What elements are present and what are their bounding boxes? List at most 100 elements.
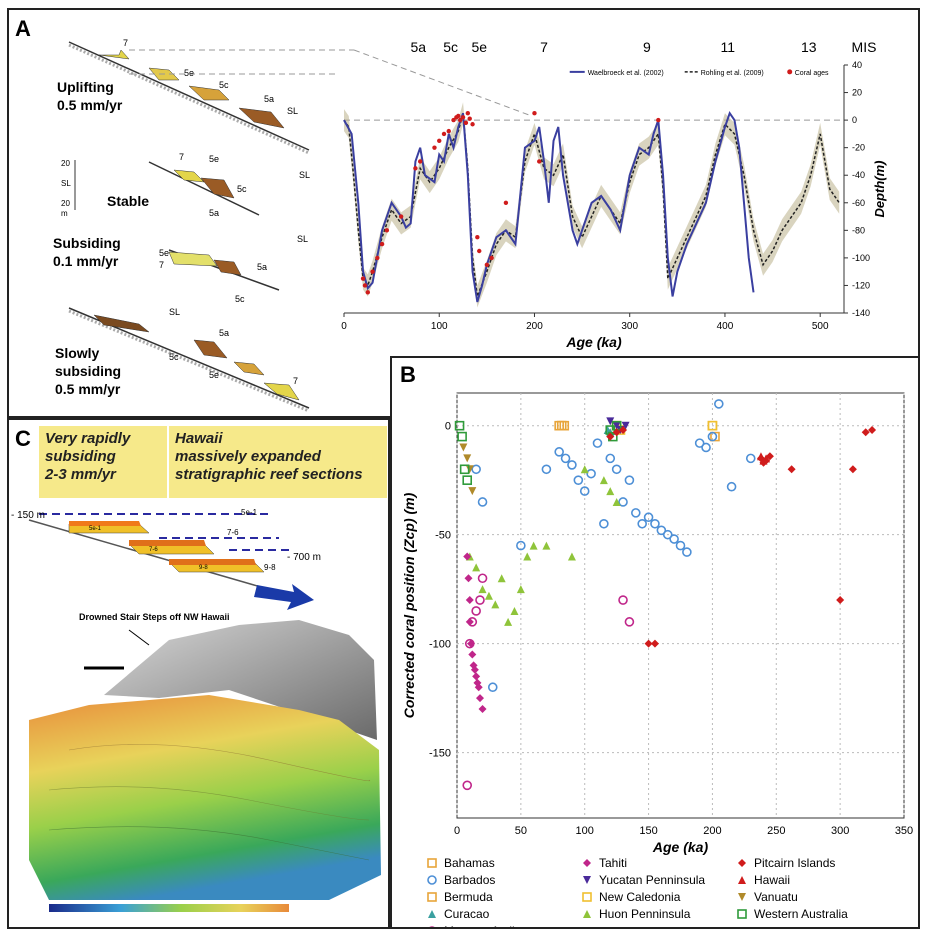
data-point-mururoa-atoll (618, 595, 628, 605)
coral-age-point (477, 248, 482, 254)
data-point-barbados (592, 438, 603, 448)
data-point-tahiti (478, 705, 487, 714)
panel-a: A 7 5e 5c 5a SL Uplifting 0.5 mm/yr 7 5e… (7, 8, 920, 418)
coral-age-point (532, 111, 537, 116)
legend-swatch (427, 892, 437, 902)
coral-age-point (460, 115, 466, 120)
data-point-barbados (694, 438, 705, 448)
data-point-yucatan-penninsula (612, 421, 621, 430)
panel-b-label: B (400, 362, 416, 387)
data-point-huon-penninsula (542, 541, 551, 550)
schem4-label-7: 7 (293, 376, 298, 386)
legend-swatch (427, 875, 437, 885)
connector-line (353, 49, 530, 116)
data-point-huon-penninsula (484, 591, 493, 600)
schem4-title1: Slowly (55, 345, 100, 361)
legend-swatch (738, 876, 746, 884)
legend-label: Western Australia (754, 907, 848, 921)
y-tick-label: -80 (852, 225, 865, 235)
legend-label: Vanuatu (754, 890, 798, 904)
data-point-hawaii (762, 454, 771, 463)
data-point-huon-penninsula (606, 487, 615, 496)
panel-a-label: A (15, 16, 31, 41)
coral-age-point (475, 235, 480, 240)
data-point-barbados (554, 447, 564, 457)
legend-label: New Caledonia (599, 890, 681, 904)
schem2-scale-20: 20 (61, 159, 70, 168)
schem4-title3: 0.5 mm/yr (55, 381, 121, 397)
data-point-huon-penninsula (472, 563, 481, 572)
x-tick-label: 200 (526, 321, 543, 332)
panel-b: B 0 50 100 150 200 250 300 350 0 -50 -100 -150 Age (… (390, 356, 920, 929)
data-point-barbados (586, 468, 596, 479)
depth-bottom-label: - 700 m (287, 552, 321, 563)
coral-age-point (362, 283, 368, 288)
schematic-uplifting: 7 5e 5c 5a SL Uplifting 0.5 mm/yr (57, 38, 310, 155)
arrow-icon (254, 584, 314, 610)
panel-c: C - 150 m - 700 m 5e-1 7-6 9-8 5e-1 7-6 … (7, 418, 390, 929)
legend-label: Mururoa Atoll (444, 924, 515, 927)
x-tick-label: 300 (621, 321, 638, 332)
data-point-western-australia (462, 475, 473, 485)
map-title: Drowned Stair Steps off NW Hawaii (79, 612, 230, 622)
panel-c-label: C (15, 426, 31, 451)
coral-age-point (375, 255, 380, 261)
data-point-mururoa-atoll (624, 617, 635, 627)
schem4-label-5a: 5a (219, 328, 229, 338)
y-tick-label: 20 (852, 88, 862, 98)
data-point-vanuatu (463, 454, 472, 463)
data-point-vanuatu (459, 443, 468, 452)
legend-swatch (583, 910, 591, 918)
data-point-tahiti (464, 574, 473, 583)
diag-inner-label: 9-8 (199, 565, 208, 571)
legend-swatch (737, 909, 747, 919)
data-point-new-caledonia (707, 420, 718, 431)
coral-age-point (384, 228, 390, 233)
x-tick-label: 300 (831, 825, 849, 837)
data-point-huon-penninsula (516, 585, 525, 594)
legend-swatch (427, 858, 437, 868)
y-tick-label: -40 (852, 170, 865, 180)
mis-header: MIS (852, 39, 877, 55)
schem3-label-7: 7 (159, 260, 164, 270)
mis-label: 9 (643, 39, 651, 55)
data-point-barbados (726, 481, 737, 492)
diag-inner-label: 5e-1 (89, 526, 102, 532)
box1-line1: Very rapidly (45, 430, 131, 447)
legend-swatch (582, 892, 592, 902)
box2-line2: massively expanded (175, 448, 321, 465)
coral-age-point (537, 159, 542, 164)
data-point-barbados (560, 453, 571, 464)
y-tick-label: -100 (852, 253, 870, 263)
data-point-tahiti (470, 665, 479, 674)
schem2-label-5c: 5c (237, 184, 247, 194)
depth-top-label: - 150 m (11, 510, 45, 521)
coral-age-point (432, 145, 437, 150)
diag-inner-label: 7-6 (149, 547, 158, 553)
legend-label: Curacao (444, 907, 490, 921)
box1-line2: subsiding (45, 448, 116, 465)
y-axis-label: Depth(m) (872, 160, 887, 217)
data-point-pitcairn-islands (606, 432, 615, 441)
data-point-barbados (573, 475, 584, 485)
legend-label-coral: Coral ages (795, 70, 829, 77)
legend-swatch (738, 893, 746, 901)
color-scale-bar (49, 904, 289, 912)
data-point-huon-penninsula (504, 617, 513, 626)
schem2-label-sl: SL (299, 170, 310, 180)
data-point-bermuda (559, 420, 570, 431)
mis-label: 5c (443, 39, 458, 55)
data-point-western-australia (459, 464, 470, 475)
grey-bathymetry (104, 620, 377, 740)
data-point-huon-penninsula (567, 552, 576, 561)
data-point-mururoa-atoll (475, 595, 485, 605)
schematic-stable: 7 5e 5c 5a SL 20 SL 20 m Stable (61, 152, 310, 218)
data-point-barbados (714, 399, 724, 409)
data-point-mururoa-atoll (464, 638, 475, 649)
data-point-pitcairn-islands (644, 639, 653, 648)
data-point-mururoa-atoll (471, 606, 481, 616)
data-point-pitcairn-islands (650, 639, 659, 648)
data-point-tahiti (472, 672, 481, 681)
legend-label-waelbroeck: Waelbroeck et al. (2002) (588, 70, 664, 77)
data-point-barbados (675, 540, 686, 551)
